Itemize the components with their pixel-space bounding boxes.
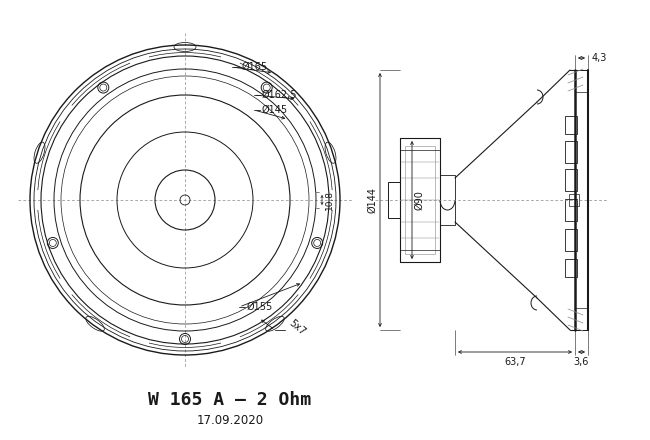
Bar: [565, 116, 577, 134]
Bar: [565, 229, 577, 251]
Text: Ø90: Ø90: [414, 190, 424, 210]
Bar: [405, 146, 435, 254]
Text: 3,6: 3,6: [574, 357, 589, 367]
Text: 5x7: 5x7: [287, 318, 307, 337]
Text: 63,7: 63,7: [504, 357, 526, 367]
Bar: [565, 141, 577, 163]
Text: 17.09.2020: 17.09.2020: [196, 414, 263, 426]
Bar: [388, 182, 400, 218]
Bar: [565, 199, 577, 221]
Text: Ø165: Ø165: [242, 62, 268, 72]
Bar: [400, 138, 440, 262]
Text: Ø145: Ø145: [262, 105, 288, 115]
Bar: [400, 250, 440, 262]
Bar: [565, 169, 577, 191]
Bar: [400, 138, 440, 150]
Text: Ø155: Ø155: [247, 302, 273, 312]
Text: W 165 A – 2 Ohm: W 165 A – 2 Ohm: [148, 391, 311, 409]
Text: Ø162,5: Ø162,5: [262, 90, 298, 100]
Bar: [565, 259, 577, 277]
Text: 4,3: 4,3: [592, 53, 607, 63]
Text: 10,8: 10,8: [325, 190, 334, 210]
Bar: [440, 175, 455, 225]
Bar: [569, 194, 579, 206]
Text: Ø144: Ø144: [367, 187, 377, 213]
